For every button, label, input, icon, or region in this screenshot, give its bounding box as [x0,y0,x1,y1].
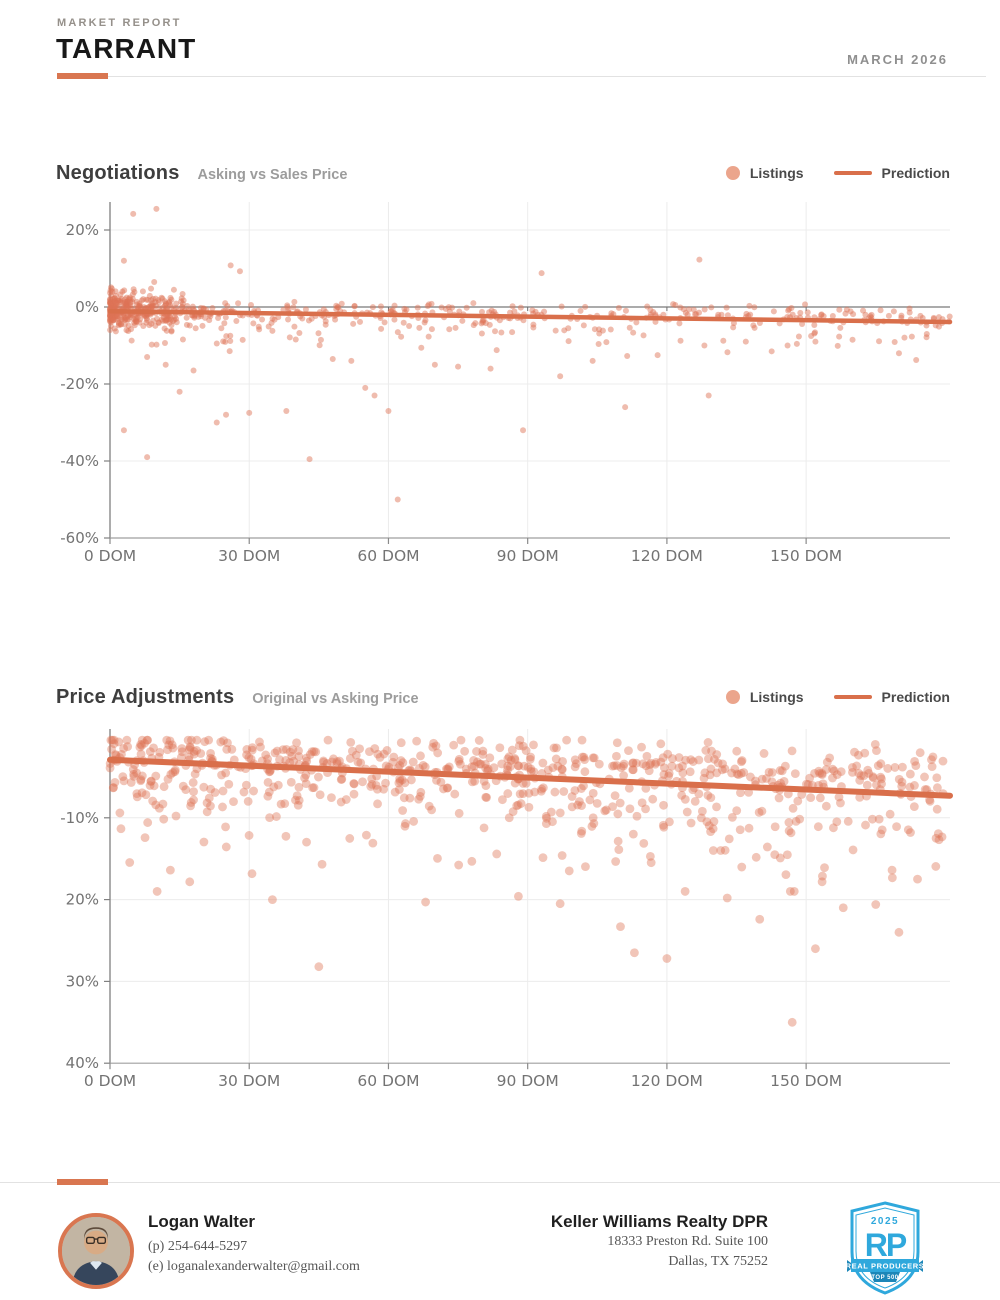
header-accent-bar [57,73,108,79]
svg-text:30 DOM: 30 DOM [218,547,280,565]
page-title: TARRANT [56,33,197,64]
agent-email[interactable]: (e) loganalexanderwalter@gmail.com [148,1259,360,1274]
company-address-line1: 18333 Preston Rd. Suite 100 [607,1234,768,1249]
listings-dot-icon [725,166,740,180]
legend-negotiations: Listings Prediction [708,165,950,181]
real-producers-badge: 2025 RP REAL PRODUCERS TOP 500 [845,1200,925,1300]
badge-year: 2025 [871,1216,899,1227]
svg-text:90 DOM: 90 DOM [497,547,559,565]
svg-text:60 DOM: 60 DOM [357,1072,419,1090]
legend-price-adjustments: Listings Prediction [708,689,950,705]
svg-text:60 DOM: 60 DOM [357,547,419,565]
negotiations-header: Negotiations Asking vs Sales Price Listi… [56,156,950,190]
agent-photo [58,1213,134,1289]
svg-text:150 DOM: 150 DOM [770,547,842,565]
svg-text:20%: 20% [66,891,99,909]
svg-text:120 DOM: 120 DOM [631,547,703,565]
prediction-line-icon [833,695,872,699]
agent-name: Logan Walter [148,1212,256,1231]
chart-subtitle-negotiations: Asking vs Sales Price [197,166,348,183]
chart-title-price-adjustments: Price Adjustments [56,685,235,708]
legend-item-listings: Listings [725,689,804,705]
prediction-line-icon [833,171,872,175]
svg-text:40%: 40% [66,1054,99,1072]
svg-text:150 DOM: 150 DOM [770,1072,842,1090]
legend-label-listings: Listings [749,689,804,705]
svg-text:-60%: -60% [60,529,99,547]
badge-banner: REAL PRODUCERS [846,1262,925,1271]
company-block: Keller Williams Realty DPR 18333 Preston… [551,1212,768,1272]
svg-text:30%: 30% [66,972,99,990]
agent-phone[interactable]: (p) 254-644-5297 [148,1239,248,1254]
chart-subtitle-price-adjustments: Original vs Asking Price [252,690,419,707]
legend-label-prediction: Prediction [881,689,950,705]
svg-text:0%: 0% [75,298,99,316]
svg-text:0 DOM: 0 DOM [84,1072,136,1090]
report-date: MARCH 2026 [847,52,948,67]
company-name: Keller Williams Realty DPR [550,1212,768,1231]
svg-text:-10%: -10% [60,809,99,827]
price-adjustments-header: Price Adjustments Original vs Asking Pri… [56,680,950,714]
svg-text:120 DOM: 120 DOM [631,1072,703,1090]
legend-item-prediction: Prediction [833,689,950,705]
legend-label-listings: Listings [749,165,804,181]
svg-text:90 DOM: 90 DOM [497,1072,559,1090]
legend-item-prediction: Prediction [833,165,950,181]
footer-divider [0,1182,1000,1183]
svg-text:30 DOM: 30 DOM [218,1072,280,1090]
agent-photo-illustration [62,1217,130,1285]
negotiations-chart: 20% 0% -20% -40% -60%0 DOM 30 DOM 60 DOM 90 DOM… [60,202,953,565]
svg-text:20%: 20% [66,221,99,239]
footer-accent-bar [57,1179,108,1185]
svg-text:-40%: -40% [60,452,99,470]
svg-text:-20%: -20% [60,375,99,393]
price-adjustments-chart: -10% 20% 30% 40%0 DOM 30 DOM 60 DOM 90 DOM 120 … [60,729,953,1090]
badge-initials: RP [865,1227,907,1263]
svg-text:0 DOM: 0 DOM [84,547,136,565]
header-divider [57,76,986,77]
company-address-line2: Dallas, TX 75252 [668,1254,768,1269]
report-eyebrow: MARKET REPORT [57,17,182,29]
legend-item-listings: Listings [725,165,804,181]
listings-dot-icon [725,690,740,704]
legend-label-prediction: Prediction [881,165,950,181]
badge-tier: TOP 500 [871,1275,898,1281]
chart-title-negotiations: Negotiations [56,161,180,184]
